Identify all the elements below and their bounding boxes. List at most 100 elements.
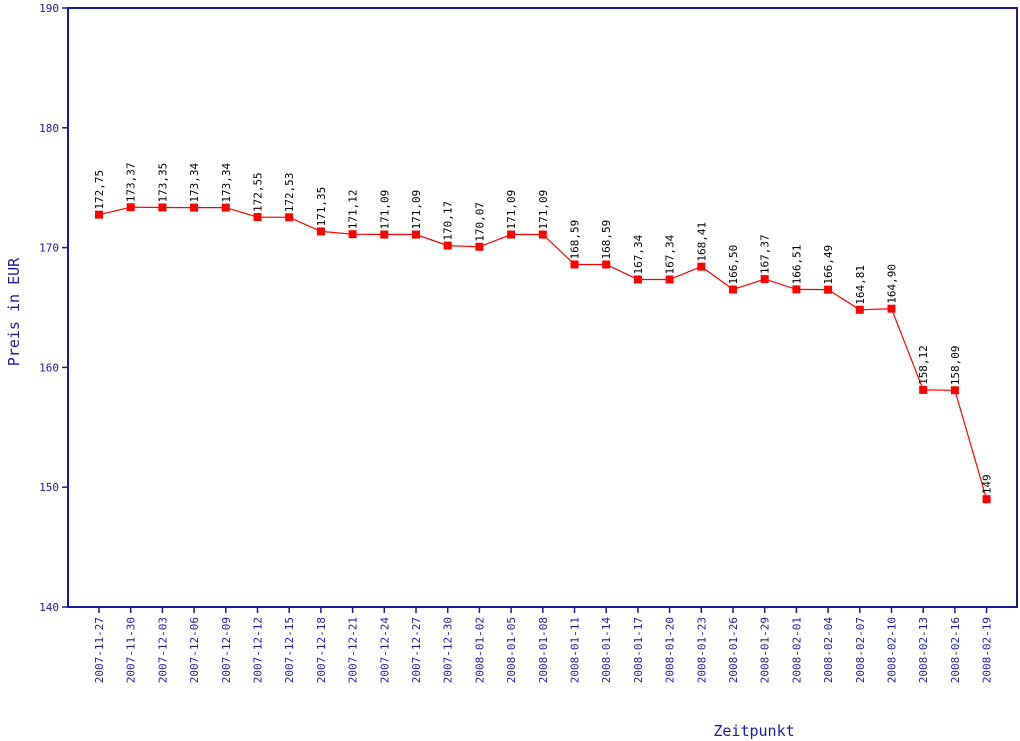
data-label: 168,41 [695, 222, 708, 262]
data-label: 167,37 [759, 234, 772, 274]
data-label: 158,12 [917, 345, 930, 385]
data-point [126, 203, 135, 212]
x-tick-label: 2008-02-07 [854, 617, 867, 683]
x-tick-label: 2007-12-24 [378, 617, 391, 684]
data-point [507, 230, 516, 239]
data-label: 168,59 [569, 220, 582, 260]
y-tick-label: 190 [39, 2, 59, 15]
y-axis-title: Preis in EUR [5, 257, 23, 366]
data-point [95, 210, 103, 219]
x-tick-label: 2007-12-21 [347, 617, 360, 683]
data-label: 171,09 [410, 190, 423, 230]
x-tick-label: 2007-11-27 [93, 617, 106, 683]
data-point [475, 242, 484, 251]
data-point [982, 495, 991, 504]
x-tick-label: 2007-12-12 [252, 617, 265, 683]
x-axis-ticks: 2007-11-27 2007-11-30 2007-12-03 2007-12-06… [93, 607, 994, 683]
y-axis-ticks: 140 150 160 170 180 190 [39, 2, 68, 614]
plot-frame [67, 7, 1018, 608]
data-point [887, 304, 896, 313]
data-label: 167,34 [632, 234, 645, 274]
data-label: 166,50 [727, 245, 740, 285]
y-tick-label: 180 [39, 122, 59, 135]
data-label: 158,09 [949, 346, 962, 386]
x-tick-label: 2008-01-26 [727, 617, 740, 683]
x-tick-label: 2008-01-08 [537, 617, 550, 683]
data-point [792, 285, 801, 294]
data-point [760, 275, 769, 284]
data-label: 173,35 [156, 163, 169, 203]
data-label: 149 [981, 474, 994, 494]
data-label: 170,17 [442, 201, 455, 241]
x-axis-title: Zeitpunkt [713, 722, 794, 740]
data-value-labels: 172,75 173,37 173,35 173,34 173,34 172,55 172,… [93, 162, 994, 494]
data-point [855, 305, 864, 314]
data-point [697, 262, 706, 271]
y-tick-label: 170 [39, 242, 59, 255]
x-tick-label: 2008-02-19 [981, 617, 994, 683]
price-series-line [98, 206, 988, 500]
x-tick-label: 2008-02-13 [917, 617, 930, 683]
y-tick-label: 140 [39, 601, 59, 614]
data-point [285, 213, 294, 222]
x-tick-label: 2008-02-10 [886, 617, 899, 683]
data-point [633, 275, 642, 284]
data-point [824, 285, 833, 294]
data-label: 171,12 [347, 189, 360, 229]
data-label: 173,34 [220, 162, 233, 202]
x-tick-label: 2008-01-11 [569, 617, 582, 683]
data-point [380, 230, 389, 239]
data-point [316, 227, 325, 236]
data-point [729, 285, 737, 294]
x-tick-label: 2007-12-09 [220, 617, 233, 683]
data-point [443, 241, 452, 250]
x-tick-label: 2008-01-14 [600, 617, 613, 684]
x-tick-label: 2007-12-15 [283, 617, 296, 683]
data-label: 164,81 [854, 265, 867, 305]
x-tick-label: 2008-02-04 [822, 617, 835, 684]
data-point [538, 230, 547, 239]
data-label: 164,90 [886, 264, 899, 304]
x-tick-label: 2008-02-16 [949, 617, 962, 683]
data-point [253, 213, 262, 222]
data-label: 171,09 [537, 190, 550, 230]
data-label: 173,37 [125, 162, 138, 202]
data-label: 172,75 [93, 170, 106, 210]
data-label: 172,55 [252, 172, 265, 212]
x-tick-label: 2008-01-29 [759, 617, 772, 683]
data-point [950, 386, 959, 395]
data-label: 171,35 [315, 187, 328, 227]
x-tick-label: 2007-12-18 [315, 617, 328, 683]
data-label: 172,53 [283, 173, 296, 213]
data-point [412, 230, 420, 239]
data-point [570, 260, 579, 269]
data-point [221, 203, 230, 212]
x-tick-label: 2007-12-03 [156, 617, 169, 683]
x-tick-label: 2008-02-01 [790, 617, 803, 683]
data-point [602, 260, 611, 269]
data-point-markers [95, 203, 991, 504]
data-point [190, 203, 199, 212]
data-point [158, 203, 167, 212]
y-tick-label: 160 [39, 361, 59, 374]
data-point [348, 230, 357, 239]
data-point [919, 385, 928, 394]
x-tick-label: 2008-01-05 [505, 617, 518, 683]
data-point [665, 275, 674, 284]
x-tick-label: 2008-01-23 [695, 617, 708, 683]
x-tick-label: 2007-12-06 [188, 617, 201, 683]
data-label: 173,34 [188, 162, 201, 202]
x-tick-label: 2008-01-17 [632, 617, 645, 683]
data-label: 171,09 [378, 190, 391, 230]
data-label: 166,51 [790, 245, 803, 285]
x-tick-label: 2007-12-27 [410, 617, 423, 683]
data-label: 168,59 [600, 220, 613, 260]
data-label: 167,34 [664, 234, 677, 274]
data-label: 171,09 [505, 190, 518, 230]
data-label: 166,49 [822, 245, 835, 285]
x-tick-label: 2008-01-20 [664, 617, 677, 683]
x-tick-label: 2007-11-30 [125, 617, 138, 683]
y-tick-label: 150 [39, 481, 59, 494]
data-label: 170,07 [473, 202, 486, 242]
